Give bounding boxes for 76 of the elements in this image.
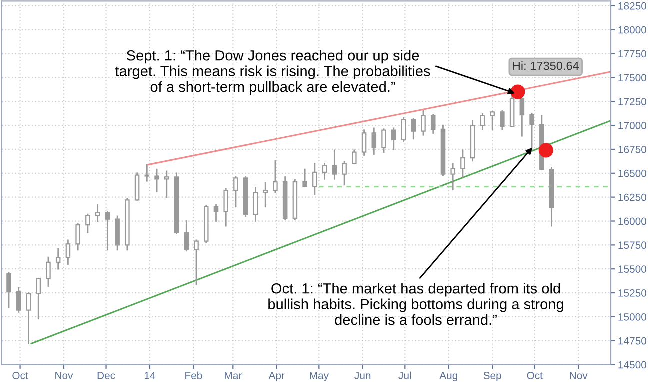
y-tick-label: 15750 xyxy=(618,242,647,250)
candlestick xyxy=(520,98,525,137)
candlestick xyxy=(530,113,534,148)
candlestick xyxy=(342,161,347,186)
y-tick-label: 16250 xyxy=(618,194,647,202)
x-tick-label: Sep xyxy=(484,372,502,382)
y-tick-label: 15500 xyxy=(618,266,647,273)
candlestick xyxy=(194,240,199,286)
candlestick xyxy=(234,176,238,208)
y-tick-label: 18000 xyxy=(618,26,647,34)
candlestick xyxy=(362,130,367,156)
candlestick xyxy=(224,188,228,227)
y-tick-label: 15250 xyxy=(618,290,647,297)
candlestick xyxy=(332,150,338,180)
y-tick-label: 17500 xyxy=(618,74,647,82)
x-tick-label: Oct xyxy=(12,372,28,380)
y-tick-label: 17000 xyxy=(618,122,647,130)
x-tick-label: Nov xyxy=(570,372,588,380)
candlestick xyxy=(352,150,357,165)
candlestick xyxy=(26,292,32,344)
y-tick-label: 14500 xyxy=(618,361,647,369)
candlestick xyxy=(401,117,406,143)
candlestick xyxy=(490,111,495,130)
candlestick xyxy=(500,110,505,130)
candlestick xyxy=(214,204,219,222)
candlestick xyxy=(273,160,278,194)
annotation: Hi: 17350.64 xyxy=(513,62,579,70)
candlestick xyxy=(56,248,61,270)
candlestick xyxy=(480,113,486,130)
x-tick-label: Mar xyxy=(225,372,242,380)
y-tick-label: 18250 xyxy=(618,2,647,10)
annotation: Oct. 1: “The market has departed from its old bullish habits. Picking bottoms during a strong decline is a fools errand.” xyxy=(268,283,564,326)
candlestick xyxy=(382,128,386,154)
candlestick xyxy=(46,256,51,288)
x-tick-label: May xyxy=(310,372,329,382)
y-tick-label: 16750 xyxy=(618,146,647,154)
y-tick-label: 15000 xyxy=(618,313,647,321)
candlestick xyxy=(95,204,100,222)
candlestick xyxy=(372,128,377,155)
candlestick xyxy=(86,214,90,234)
y-tick-label: 17750 xyxy=(618,50,647,58)
candlestick xyxy=(430,114,436,134)
x-tick-label: Nov xyxy=(56,372,74,380)
annotation: Sept. 1: “The Dow Jones reached our up side target. This means risk is rising. The probabilities of a short-term pullback are elevated.” xyxy=(115,50,430,96)
candlestick xyxy=(411,118,416,140)
candlestick xyxy=(16,288,22,313)
x-tick-label: Apr xyxy=(268,372,285,382)
x-tick-label: Aug xyxy=(440,372,458,382)
candlestick xyxy=(450,163,456,190)
candlestick xyxy=(302,168,308,188)
y-tick-label: 14750 xyxy=(618,337,647,345)
candlestick xyxy=(36,278,41,320)
x-tick-label: Feb xyxy=(186,372,202,380)
x-tick-label: Jun xyxy=(354,372,371,380)
candlestick xyxy=(322,163,328,180)
candlestick xyxy=(391,128,396,150)
candlestick xyxy=(263,182,268,208)
y-tick-label: 16500 xyxy=(618,170,647,178)
x-tick-label: Oct xyxy=(527,372,543,380)
candlestick xyxy=(460,150,466,178)
candlestick xyxy=(76,223,80,251)
x-tick-label: 14 xyxy=(144,372,156,380)
candlestick xyxy=(164,170,170,198)
candlestick xyxy=(312,163,318,196)
candlestick xyxy=(154,168,160,192)
candlestick xyxy=(253,187,258,222)
candlestick xyxy=(144,164,150,182)
y-tick-label: 17250 xyxy=(618,98,647,106)
candlestick xyxy=(105,210,110,251)
candlestick xyxy=(6,272,12,308)
candlestick xyxy=(66,240,71,266)
candlestick xyxy=(184,220,190,252)
x-tick-label: Jul xyxy=(398,372,412,380)
x-tick-label: Dec xyxy=(98,372,116,380)
y-tick-label: 16000 xyxy=(618,218,647,226)
candlestick xyxy=(421,110,426,136)
